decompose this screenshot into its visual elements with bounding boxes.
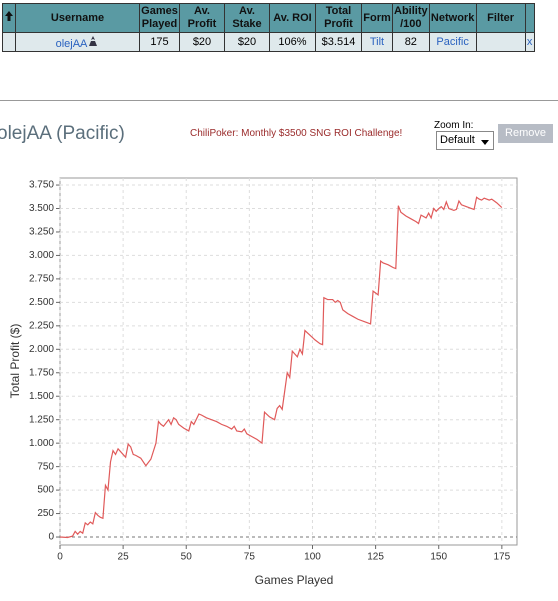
cell: 106% [269, 32, 316, 52]
stats-table: Username Games Played Av. Profit Av. Sta… [2, 3, 535, 52]
cell: $20 [179, 32, 225, 52]
y-tick-label: 3.750 [29, 180, 54, 191]
x-tick-label: 75 [244, 552, 256, 563]
y-tick-label: 500 [37, 485, 54, 496]
header-cell[interactable]: Ability /100 [392, 3, 430, 33]
header-cell[interactable]: Games Played [139, 3, 180, 33]
dropdown-arrow [481, 140, 489, 145]
header-row: Username Games Played Av. Profit Av. Sta… [2, 3, 535, 33]
y-tick-label: 2.250 [29, 320, 54, 331]
y-tick-label: 2.750 [29, 274, 54, 285]
y-tick-label: 250 [37, 508, 54, 519]
x-tick-label: 50 [181, 552, 193, 563]
zoom-label: Zoom In: [434, 120, 474, 131]
zoom-select[interactable]: Default [436, 131, 494, 150]
profit-line [59, 196, 503, 539]
y-tick-label: 0 [48, 532, 54, 543]
user-icon [89, 35, 98, 46]
x-tick-label: 25 [118, 552, 130, 563]
username-cell[interactable]: olejAA [15, 32, 140, 52]
y-tick-label: 1.000 [29, 438, 54, 449]
cell: $3.514 [315, 32, 362, 52]
x-axis-title: Games Played [255, 573, 334, 587]
zoom-option: Default [440, 134, 475, 146]
y-tick-label: 3.000 [29, 250, 54, 261]
arrow-icon [5, 11, 13, 21]
x-tick-label: 150 [430, 552, 447, 563]
username[interactable]: olejAA [55, 37, 88, 50]
cell[interactable]: Tilt [361, 32, 393, 52]
header-cell[interactable]: Av. Stake [224, 3, 270, 33]
data-row: olejAA 175 $20 $20 106% $3.514 Tilt 82 P… [2, 32, 535, 52]
y-tick-label: 1.500 [29, 391, 54, 402]
x-tick-label: 175 [494, 552, 511, 563]
y-tick-label: 1.750 [29, 367, 54, 378]
y-tick-label: 3.250 [29, 227, 54, 238]
cell: $20 [224, 32, 270, 52]
header-cell[interactable]: Username [15, 3, 140, 33]
promo-link[interactable]: ChiliPoker: Monthly $3500 SNG ROI Challe… [190, 128, 403, 139]
header-cell[interactable]: Network [428, 3, 477, 33]
header-cell[interactable]: Filter [475, 3, 526, 33]
cell: 175 [139, 32, 180, 52]
x-tick-label: 125 [367, 552, 384, 563]
plot-area [59, 177, 518, 546]
y-tick-label: 2.500 [29, 297, 54, 308]
remove-x[interactable]: x [524, 32, 535, 52]
y-tick-label: 750 [37, 461, 54, 472]
y-tick-label: 3.500 [29, 203, 54, 214]
y-axis-title: Total Profit ($) [8, 324, 22, 399]
cell[interactable]: Pacific [428, 32, 477, 52]
divider [0, 100, 558, 101]
y-tick-label: 1.250 [29, 414, 54, 425]
x-tick-label: 0 [57, 552, 63, 563]
y-tick-label: 2.000 [29, 344, 54, 355]
remove-button[interactable]: Remove [498, 124, 553, 143]
player-title: olejAA (Pacific) [0, 123, 125, 144]
header-cell[interactable]: Total Profit [315, 3, 362, 33]
x-tick-label: 100 [304, 552, 321, 563]
cell: 82 [392, 32, 430, 52]
